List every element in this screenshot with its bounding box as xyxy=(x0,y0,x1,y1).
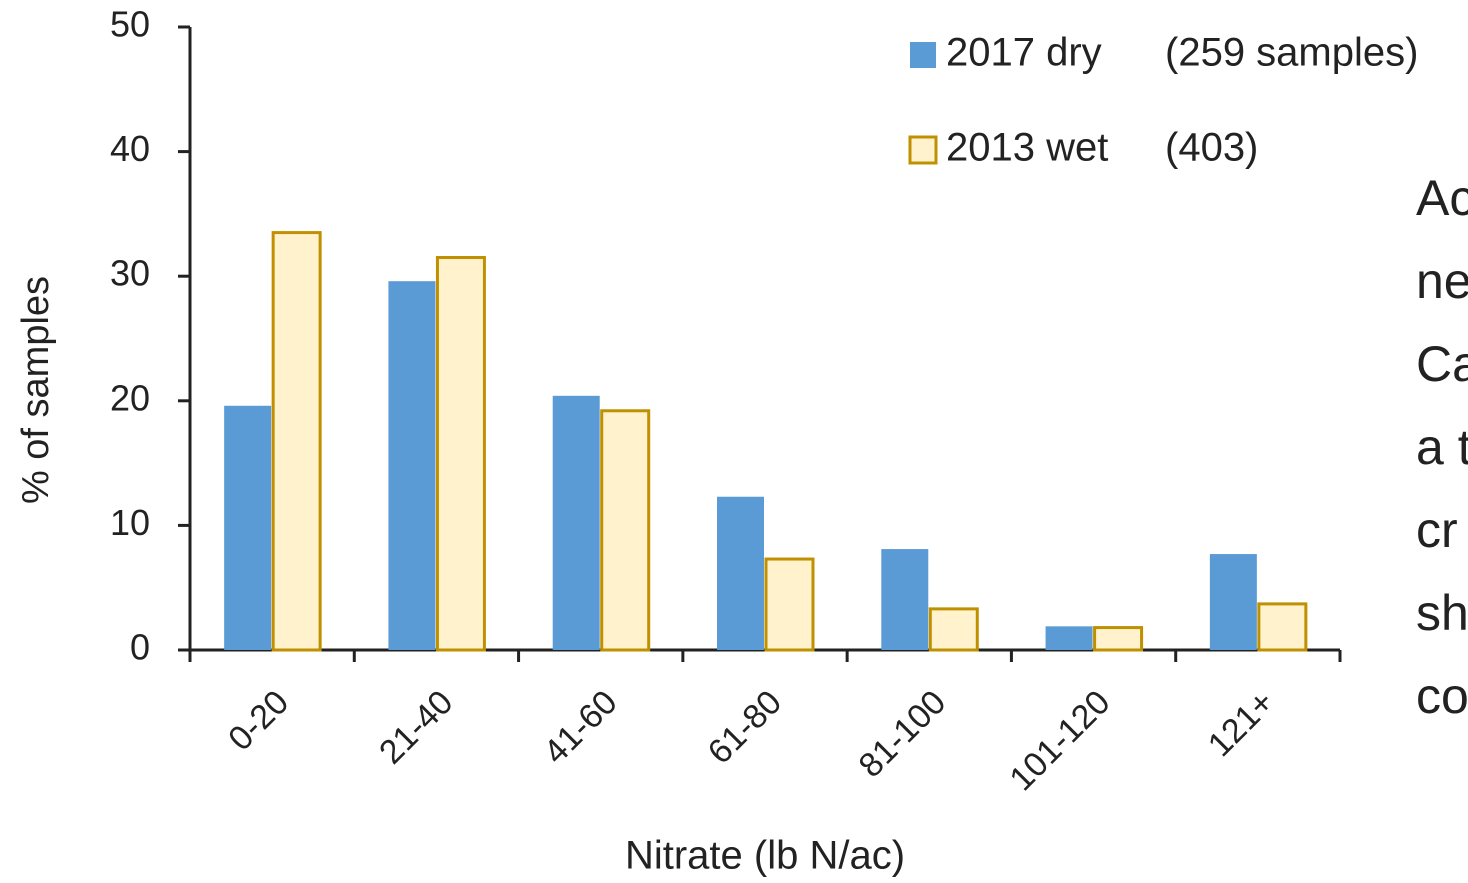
bar xyxy=(1209,554,1257,650)
bar xyxy=(388,281,436,650)
x-tick-label: 61-80 xyxy=(701,683,789,771)
y-tick-label: 0 xyxy=(130,627,150,668)
bar xyxy=(552,395,600,650)
y-tick-label: 20 xyxy=(110,377,150,418)
y-tick-label: 40 xyxy=(110,128,150,169)
y-tick-label: 10 xyxy=(110,502,150,543)
legend-swatch xyxy=(908,135,938,165)
x-tick-label: 101-120 xyxy=(1002,683,1117,798)
side-text: Ac xyxy=(1416,170,1468,226)
y-tick-label: 50 xyxy=(110,4,150,45)
bar xyxy=(271,231,322,652)
side-text: ne xyxy=(1416,253,1468,309)
bar xyxy=(764,557,815,652)
x-tick-label: 81-100 xyxy=(852,683,954,785)
x-axis-label: Nitrate (lb N/ac) xyxy=(625,834,905,878)
legend-note: (259 samples) xyxy=(1165,31,1418,75)
x-tick-label: 121+ xyxy=(1201,683,1282,764)
bar xyxy=(224,405,272,650)
legend-note: (403) xyxy=(1165,126,1258,170)
legend-swatch xyxy=(910,42,936,68)
side-text: Ca xyxy=(1416,336,1468,392)
x-tick-label: 41-60 xyxy=(536,683,624,771)
x-tick-label: 21-40 xyxy=(372,683,460,771)
bar xyxy=(881,549,929,650)
bar xyxy=(600,409,651,652)
x-tick-label: 0-20 xyxy=(221,683,296,758)
side-text: co xyxy=(1416,668,1468,724)
side-text: sh xyxy=(1416,585,1468,641)
bar xyxy=(435,256,486,652)
side-text: a t xyxy=(1416,419,1468,475)
bar xyxy=(928,607,979,652)
bar xyxy=(1257,602,1308,652)
bar xyxy=(1093,626,1144,652)
side-text: cr xyxy=(1416,502,1458,558)
bar xyxy=(1045,626,1093,650)
y-tick-label: 30 xyxy=(110,253,150,294)
legend-label: 2013 wet xyxy=(946,126,1108,170)
legend-label: 2017 dry xyxy=(946,31,1102,75)
bar xyxy=(717,496,764,650)
y-axis-label: % of samples xyxy=(15,276,57,504)
